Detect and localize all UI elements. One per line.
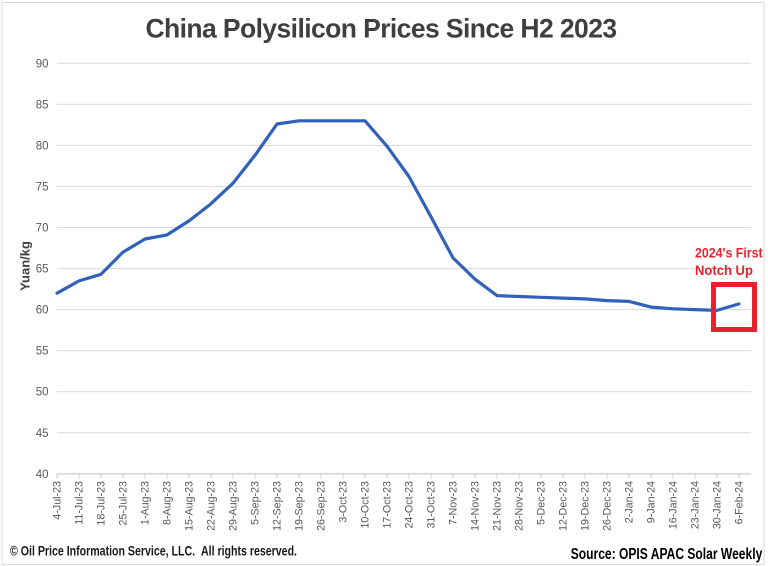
svg-text:60: 60 xyxy=(36,305,49,317)
svg-text:25-Jul-23: 25-Jul-23 xyxy=(118,481,130,526)
svg-text:31-Oct-23: 31-Oct-23 xyxy=(426,481,438,529)
svg-text:7-Nov-23: 7-Nov-23 xyxy=(448,481,460,525)
svg-text:22-Aug-23: 22-Aug-23 xyxy=(206,481,218,531)
svg-text:Source: OPIS APAC Solar Weekly: Source: OPIS APAC Solar Weekly xyxy=(571,545,763,563)
svg-text:26-Dec-23: 26-Dec-23 xyxy=(602,481,614,531)
svg-text:80: 80 xyxy=(36,140,49,152)
svg-text:26-Sep-23: 26-Sep-23 xyxy=(316,481,328,531)
svg-text:11-Jul-23: 11-Jul-23 xyxy=(74,481,86,525)
svg-text:Yuan/kg: Yuan/kg xyxy=(18,241,33,291)
svg-text:2-Jan-24: 2-Jan-24 xyxy=(624,481,636,523)
svg-text:23-Jan-24: 23-Jan-24 xyxy=(690,481,702,529)
svg-text:28-Nov-23: 28-Nov-23 xyxy=(514,481,526,531)
svg-text:19-Dec-23: 19-Dec-23 xyxy=(580,481,592,531)
svg-text:65: 65 xyxy=(36,264,49,276)
svg-text:3-Oct-23: 3-Oct-23 xyxy=(338,481,350,523)
svg-text:Notch Up: Notch Up xyxy=(695,263,753,279)
svg-text:24-Oct-23: 24-Oct-23 xyxy=(404,481,416,529)
svg-text:8-Aug-23: 8-Aug-23 xyxy=(162,481,174,525)
svg-text:9-Jan-24: 9-Jan-24 xyxy=(646,481,658,523)
svg-text:29-Aug-23: 29-Aug-23 xyxy=(228,481,240,531)
svg-text:19-Sep-23: 19-Sep-23 xyxy=(294,481,306,531)
svg-text:2024's First: 2024's First xyxy=(695,245,763,261)
svg-text:© Oil Price Information Servic: © Oil Price Information Service, LLC. Al… xyxy=(10,543,297,559)
svg-text:10-Oct-23: 10-Oct-23 xyxy=(360,481,372,529)
svg-text:30-Jan-24: 30-Jan-24 xyxy=(712,481,724,529)
svg-text:18-Jul-23: 18-Jul-23 xyxy=(96,481,108,526)
svg-text:12-Sep-23: 12-Sep-23 xyxy=(272,481,284,531)
svg-text:40: 40 xyxy=(36,469,49,481)
svg-text:50: 50 xyxy=(36,387,49,399)
svg-text:1-Aug-23: 1-Aug-23 xyxy=(140,481,152,525)
svg-text:15-Aug-23: 15-Aug-23 xyxy=(184,481,196,531)
svg-text:China Polysilicon Prices Since: China Polysilicon Prices Since H2 2023 xyxy=(145,14,616,44)
svg-text:70: 70 xyxy=(36,223,49,235)
svg-text:85: 85 xyxy=(36,99,49,111)
svg-text:16-Jan-24: 16-Jan-24 xyxy=(668,481,680,529)
svg-text:21-Nov-23: 21-Nov-23 xyxy=(492,481,504,531)
svg-text:5-Dec-23: 5-Dec-23 xyxy=(536,481,548,525)
svg-text:17-Oct-23: 17-Oct-23 xyxy=(382,481,394,529)
svg-text:12-Dec-23: 12-Dec-23 xyxy=(558,481,570,531)
svg-text:5-Sep-23: 5-Sep-23 xyxy=(250,481,262,525)
svg-text:14-Nov-23: 14-Nov-23 xyxy=(470,481,482,531)
svg-text:75: 75 xyxy=(36,181,49,193)
svg-text:90: 90 xyxy=(36,58,49,70)
svg-text:45: 45 xyxy=(36,428,49,440)
svg-text:6-Feb-24: 6-Feb-24 xyxy=(734,481,746,524)
svg-text:55: 55 xyxy=(36,346,49,358)
svg-text:4-Jul-23: 4-Jul-23 xyxy=(52,481,64,520)
